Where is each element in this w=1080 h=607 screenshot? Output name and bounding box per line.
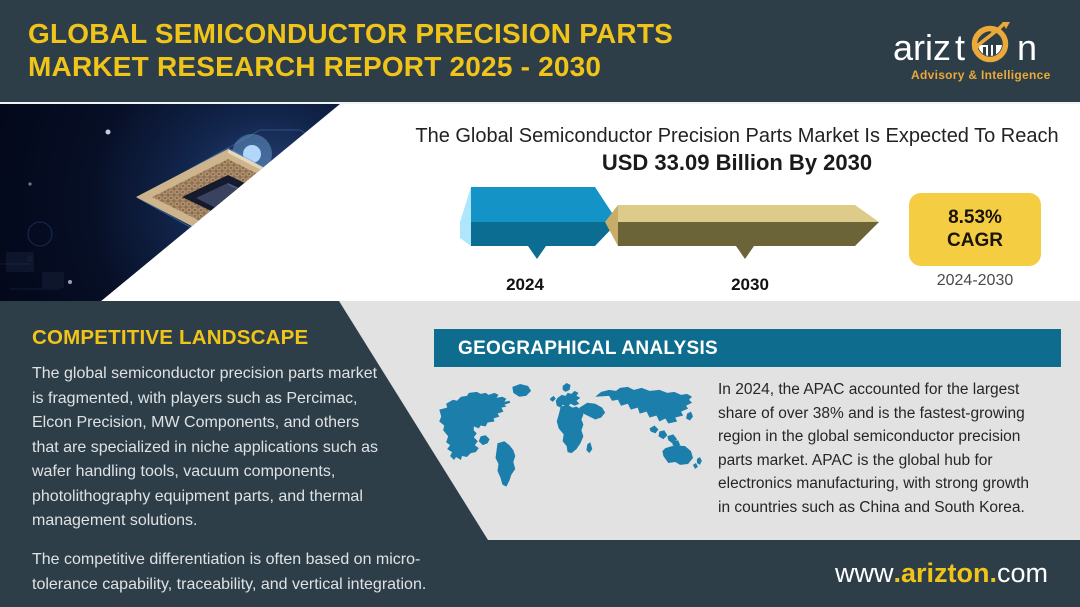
svg-text:t: t xyxy=(955,27,965,68)
svg-text:n: n xyxy=(1017,27,1037,68)
svg-text:ariz: ariz xyxy=(893,27,951,68)
svg-text:Advisory & Intelligence: Advisory & Intelligence xyxy=(911,68,1051,82)
